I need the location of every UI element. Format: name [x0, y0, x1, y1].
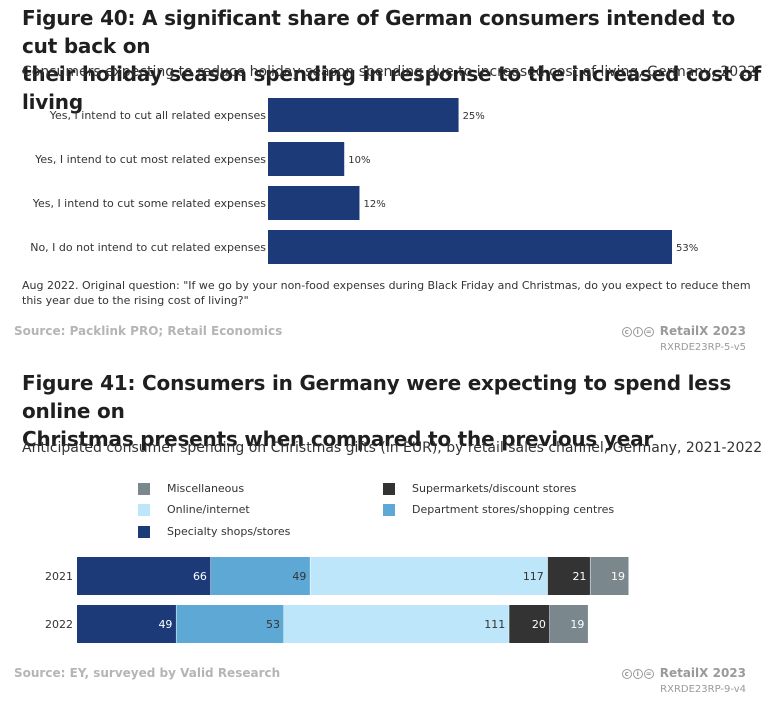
figure41-title-line2: Christmas presents when compared to the … [22, 427, 654, 451]
stack-segment [549, 605, 589, 643]
creative-commons-icon: c i = [621, 668, 654, 679]
legend-item-specialty-shops: Specialty shops/stores [138, 525, 290, 538]
value-label: 66 [193, 570, 207, 583]
figure41-subtitle: Anticipated consumer spending on Christm… [22, 440, 763, 456]
stack-segment [284, 605, 510, 643]
figure40-brand: c i = RetailX 2023 [621, 324, 746, 338]
value-label: 53% [676, 243, 698, 254]
stack-segment [509, 605, 550, 643]
figure40-code: RXRDE23RP-5-v5 [660, 342, 746, 353]
bar [268, 98, 459, 132]
bar [268, 186, 360, 220]
figure41-brand: c i = RetailX 2023 [621, 666, 746, 680]
value-label: 117 [523, 570, 544, 583]
stack-segment [547, 557, 591, 595]
category-label: No, I do not intend to cut related expen… [30, 241, 266, 254]
legend-label: Specialty shops/stores [167, 525, 291, 538]
figure40-note-line2: this year due to the rising cost of livi… [22, 294, 249, 307]
legend-label: Online/internet [167, 503, 250, 516]
legend-swatch [383, 482, 395, 495]
legend-item-online: Online/internet [138, 503, 250, 516]
figure40-title: Figure 40: A significant share of German… [22, 4, 762, 116]
legend-item-supermarkets: Supermarkets/discount stores [383, 482, 576, 495]
bar [268, 230, 672, 264]
figure41-source: Source: EY, surveyed by Valid Research [14, 666, 281, 680]
legend-swatch [138, 525, 150, 538]
category-label: 2021 [45, 570, 73, 583]
category-label: 2022 [45, 618, 73, 631]
bar [268, 142, 345, 176]
figure40-title-line2: their holiday season spending in respons… [22, 62, 762, 114]
value-label: 20 [532, 618, 546, 631]
legend-item-department-stores: Department stores/shopping centres [383, 503, 614, 516]
figure40-title-line1: Figure 40: A significant share of German… [22, 6, 735, 58]
value-label: 12% [363, 199, 385, 210]
category-label: Yes, I intend to cut all related expense… [49, 109, 266, 122]
figure41-title-line1: Figure 41: Consumers in Germany were exp… [22, 371, 732, 423]
stack-segment [176, 605, 284, 643]
figure40-note-line1: Aug 2022. Original question: "If we go b… [22, 279, 751, 292]
value-label: 49 [292, 570, 306, 583]
category-label: Yes, I intend to cut most related expens… [34, 153, 266, 166]
figure41-brand-label: RetailX 2023 [659, 666, 746, 680]
legend-label: Department stores/shopping centres [412, 503, 615, 516]
legend-swatch [138, 503, 150, 516]
figure40-note: Aug 2022. Original question: "If we go b… [22, 278, 752, 308]
stack-segment [77, 605, 177, 643]
stack-segment [590, 557, 629, 595]
figure40-chart: Yes, I intend to cut all related expense… [30, 98, 698, 264]
value-label: 21 [572, 570, 586, 583]
creative-commons-icon: c i = [621, 326, 654, 337]
value-label: 111 [484, 618, 505, 631]
figure41-chart: 2021 66 49 117 21 19 2022 49 53 111 20 19 [45, 557, 630, 643]
value-label: 19 [611, 570, 625, 583]
value-label: 25% [463, 111, 485, 122]
value-label: 53 [266, 618, 280, 631]
stack-segment [210, 557, 311, 595]
category-label: Yes, I intend to cut some related expens… [32, 197, 267, 210]
value-label: 19 [570, 618, 584, 631]
value-label: 49 [158, 618, 172, 631]
legend-swatch [383, 503, 395, 516]
figure40-source: Source: Packlink PRO; Retail Economics [14, 324, 283, 338]
figure41-legend: Miscellaneous Supermarkets/discount stor… [138, 482, 658, 542]
legend-label: Supermarkets/discount stores [412, 482, 577, 495]
figure41-title: Figure 41: Consumers in Germany were exp… [22, 369, 762, 453]
value-label: 10% [348, 155, 370, 166]
stack-segment [77, 557, 211, 595]
legend-item-miscellaneous: Miscellaneous [138, 482, 244, 495]
legend-label: Miscellaneous [167, 482, 245, 495]
legend-swatch [138, 482, 150, 495]
figure41-code: RXRDE23RP-9-v4 [660, 684, 746, 695]
figure40-subtitle: Consumers expecting to reduce holiday se… [22, 64, 757, 80]
stack-segment [310, 557, 548, 595]
figure40-brand-label: RetailX 2023 [659, 324, 746, 338]
